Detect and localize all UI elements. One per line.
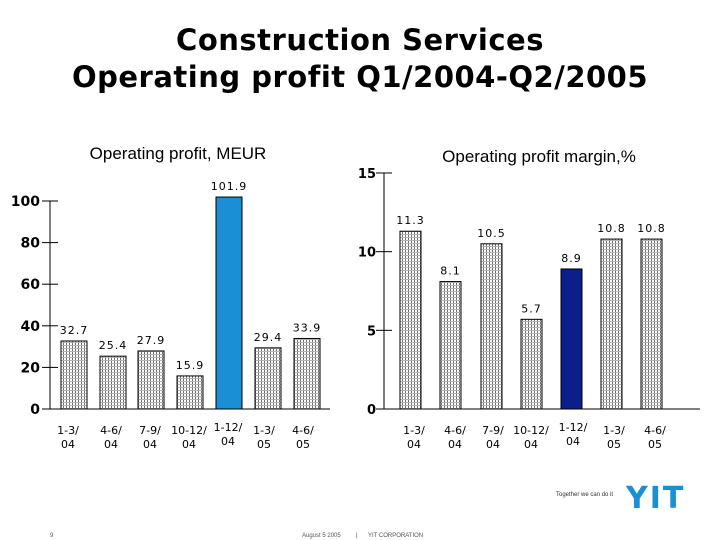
bar-5 (215, 196, 243, 410)
chart-title: Operating profit, MEUR (90, 144, 267, 163)
bar-1 (399, 230, 422, 410)
category-label-5-line-2: 04 (566, 435, 580, 448)
value-label-6: 10.8 (597, 222, 626, 235)
bar-2 (99, 355, 127, 410)
category-label-1-line-2: 04 (407, 438, 421, 451)
footer-separator: | (356, 533, 358, 539)
bar-7 (293, 337, 321, 410)
value-label-2: 25.4 (99, 339, 128, 352)
value-label-4: 15.9 (176, 359, 205, 372)
category-label-4-line-2: 04 (182, 438, 196, 451)
y-tick-label: 100 (11, 194, 40, 210)
y-tick-label: 0 (30, 402, 40, 418)
y-tick-label: 40 (21, 319, 41, 335)
category-label-7-line-1: 4-6/ (644, 424, 666, 437)
category-label-1-line-1: 1-3/ (403, 424, 425, 437)
y-tick-label: 0 (367, 403, 376, 418)
operating-profit-chart: Operating profit, MEUR 0 20 40 60 80 100 32.7 25… (11, 144, 330, 451)
category-label-1-line-2: 04 (61, 438, 75, 451)
y-tick-label: 15 (358, 167, 376, 182)
value-label-1: 11.3 (396, 214, 425, 227)
value-label-6: 29.4 (254, 331, 283, 344)
category-label-6-line-2: 05 (607, 438, 621, 451)
footer-company: YIT CORPORATION (368, 533, 424, 539)
category-label-7-line-2: 05 (296, 438, 310, 451)
category-label-2-line-1: 4-6/ (100, 424, 122, 437)
category-label-3-line-1: 7-9/ (482, 424, 504, 437)
brand-block: Together we can do it YIT (556, 484, 706, 514)
y-tick-label: 80 (21, 236, 41, 252)
slide-title: Construction Services Operating profit Q… (0, 22, 720, 96)
category-label-5-line-2: 04 (221, 435, 235, 448)
category-label-7-line-1: 4-6/ (292, 424, 314, 437)
category-label-1-line-1: 1-3/ (57, 424, 79, 437)
value-label-7: 33.9 (293, 321, 322, 334)
category-label-4-line-2: 04 (524, 438, 538, 451)
bar-2 (439, 281, 462, 410)
value-label-5: 101.9 (211, 180, 248, 193)
y-tick-label: 5 (367, 324, 376, 339)
category-label-6-line-1: 1-3/ (253, 424, 275, 437)
slogan: Together we can do it (556, 492, 614, 498)
bar-4 (176, 375, 204, 410)
value-label-3: 10.5 (477, 227, 506, 240)
category-label-3-line-1: 7-9/ (139, 424, 161, 437)
category-label-7-line-2: 05 (648, 438, 662, 451)
bar-1 (60, 340, 88, 410)
bar-4 (520, 318, 543, 410)
yit-logo: YIT (626, 481, 686, 516)
category-label-2-line-2: 04 (448, 438, 462, 451)
category-label-3-line-2: 04 (486, 438, 500, 451)
value-label-3: 27.9 (137, 334, 166, 347)
value-label-2: 8.1 (440, 265, 461, 278)
bar-3 (137, 350, 165, 410)
footer-date: August 5 2005 (302, 533, 341, 539)
y-tick-label: 10 (358, 246, 376, 261)
bar-6 (600, 238, 623, 410)
page-number: 9 (50, 533, 54, 539)
value-label-1: 32.7 (60, 324, 89, 337)
title-line-1: Construction Services (176, 23, 544, 57)
chart-title: Operating profit margin,% (442, 147, 636, 166)
bar-5 (560, 268, 583, 410)
category-label-6-line-1: 1-3/ (603, 424, 625, 437)
category-label-4-line-1: 10-12/ (171, 424, 207, 437)
category-label-5-line-1: 1-12/ (214, 421, 243, 434)
value-label-5: 8.9 (561, 252, 582, 265)
title-line-2: Operating profit Q1/2004-Q2/2005 (71, 60, 649, 94)
bar-7 (640, 238, 663, 410)
category-label-2-line-1: 4-6/ (444, 424, 466, 437)
category-label-4-line-1: 10-12/ (513, 424, 549, 437)
category-label-2-line-2: 04 (104, 438, 118, 451)
operating-margin-chart: Operating profit margin,%05101511.38.110… (358, 147, 700, 451)
y-tick-label: 20 (21, 360, 41, 376)
bar-3 (480, 243, 503, 410)
y-tick-label: 60 (21, 277, 41, 293)
category-label-3-line-2: 04 (143, 438, 157, 451)
value-label-4: 5.7 (521, 302, 542, 315)
category-label-6-line-2: 05 (257, 438, 271, 451)
category-label-5-line-1: 1-12/ (559, 421, 588, 434)
bar-6 (254, 347, 282, 410)
value-label-7: 10.8 (637, 222, 666, 235)
